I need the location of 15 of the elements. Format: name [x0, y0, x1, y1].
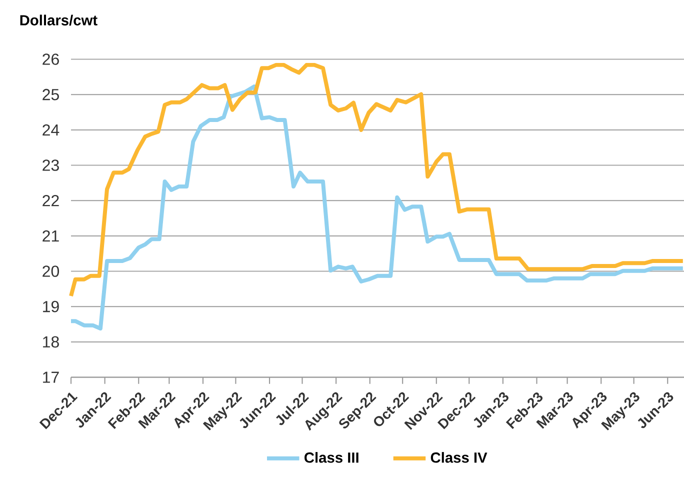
y-tick-label: 23	[42, 160, 59, 171]
y-tick-label: 22	[42, 195, 59, 206]
y-tick-label: 18	[43, 336, 59, 348]
y-tick-label: 19	[43, 300, 59, 312]
line-series	[69, 84, 684, 330]
line-series	[69, 62, 684, 298]
y-tick-label: 26	[42, 54, 59, 65]
legend-label: Class III	[304, 452, 358, 463]
y-tick-label: 24	[42, 124, 60, 136]
y-tick-label: 17	[43, 372, 59, 383]
y-axis-title: Dollars/cwt	[20, 14, 98, 26]
y-tick-label: 20	[42, 266, 60, 277]
y-tick-label: 21	[42, 230, 59, 242]
legend-label: Class IV	[430, 452, 488, 463]
y-tick-label: 25	[42, 88, 59, 100]
